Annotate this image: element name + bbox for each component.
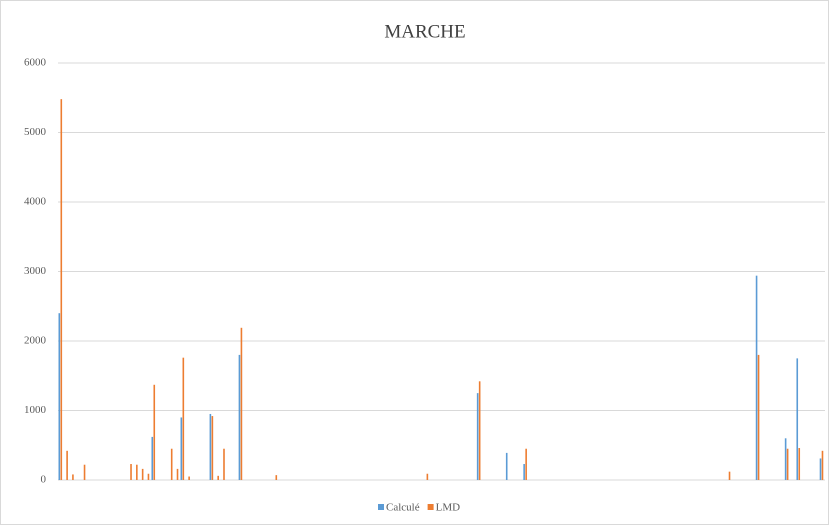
bar [238, 354, 241, 480]
bar [151, 436, 154, 480]
bar [141, 468, 144, 480]
bar [819, 458, 822, 480]
bar [66, 450, 68, 480]
legend-swatch [427, 504, 434, 510]
bar [217, 475, 219, 480]
bar [784, 438, 787, 480]
bar [755, 275, 758, 480]
y-tick-label: 6000 [24, 57, 47, 69]
bar [130, 464, 132, 480]
bar [275, 475, 278, 480]
bar [728, 471, 731, 480]
bar [525, 448, 527, 480]
legend-label: LMD [436, 502, 461, 514]
bar [426, 473, 429, 480]
y-tick-label: 5000 [24, 126, 47, 138]
y-tick-label: 0 [41, 474, 47, 486]
bar [821, 450, 824, 480]
bar [58, 313, 61, 480]
bar [240, 327, 243, 480]
bar [223, 448, 225, 480]
y-tick-label: 2000 [24, 335, 47, 347]
bar [209, 413, 212, 480]
legend-swatch [378, 504, 384, 510]
bar [136, 464, 138, 480]
bar [83, 464, 86, 480]
chart-title: MARCHE [384, 21, 465, 42]
bar [180, 417, 183, 480]
bar [170, 448, 173, 480]
bar [188, 476, 190, 480]
bar [182, 357, 185, 480]
bar [798, 448, 801, 480]
bar [60, 99, 63, 480]
bar [176, 468, 179, 480]
bar [211, 416, 214, 480]
y-tick-label: 4000 [24, 196, 47, 208]
bar [153, 384, 156, 480]
bar [147, 473, 150, 480]
bar [478, 381, 481, 480]
bar [757, 354, 760, 480]
bar [505, 452, 508, 480]
y-tick-label: 1000 [24, 404, 47, 416]
bar [72, 474, 74, 480]
bar [796, 358, 799, 480]
legend-label: Calculé [386, 502, 420, 514]
bar [786, 448, 789, 480]
bar [523, 464, 525, 480]
y-tick-label: 3000 [24, 265, 47, 277]
bar [476, 393, 479, 480]
